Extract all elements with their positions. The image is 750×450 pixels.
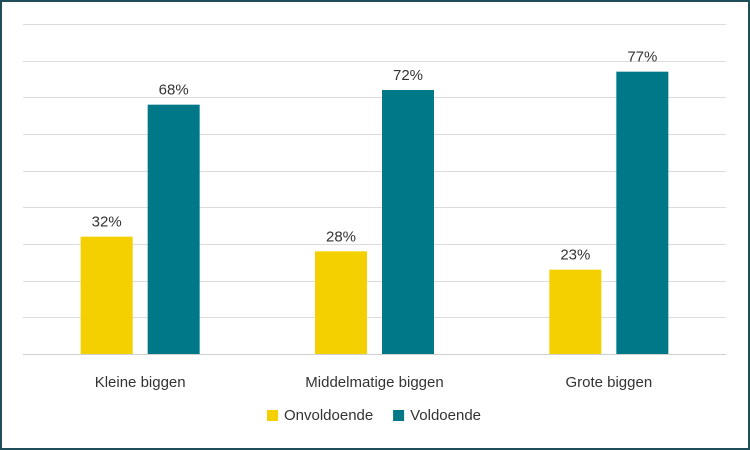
legend-swatch-onvoldoende: [267, 410, 278, 421]
x-tick-label: Grote biggen: [565, 374, 652, 391]
legend-label-voldoende: Voldoende: [410, 407, 481, 424]
bar-voldoende-3: [616, 71, 669, 355]
legend-swatch-voldoende: [393, 410, 405, 421]
data-label-voldoende-3: 77%: [627, 49, 657, 66]
legend: Onvoldoende Voldoende: [267, 407, 481, 424]
data-label-onvoldoende-1: 32%: [92, 214, 122, 231]
gridlines: [23, 24, 726, 355]
data-label-voldoende-1: 68%: [159, 82, 189, 99]
data-label-onvoldoende-3: 23%: [560, 247, 590, 264]
legend-label-onvoldoende: Onvoldoende: [284, 407, 373, 424]
bar-onvoldoende-2: [315, 251, 367, 354]
data-label-voldoende-2: 72%: [393, 67, 423, 84]
bar-voldoende-2: [382, 90, 434, 354]
bar-onvoldoende-1: [80, 236, 133, 354]
bar-onvoldoende-3: [549, 269, 602, 354]
bar-voldoende-1: [147, 104, 200, 355]
x-axis-tick-labels: Kleine biggen Middelmatige biggen Grote bi…: [95, 374, 652, 391]
data-label-onvoldoende-2: 28%: [326, 228, 356, 245]
x-tick-label: Middelmatige biggen: [305, 374, 443, 391]
data-labels: 32% 68% 28% 72% 23% 77%: [92, 49, 658, 264]
bars: [80, 71, 669, 355]
x-tick-label: Kleine biggen: [95, 374, 186, 391]
